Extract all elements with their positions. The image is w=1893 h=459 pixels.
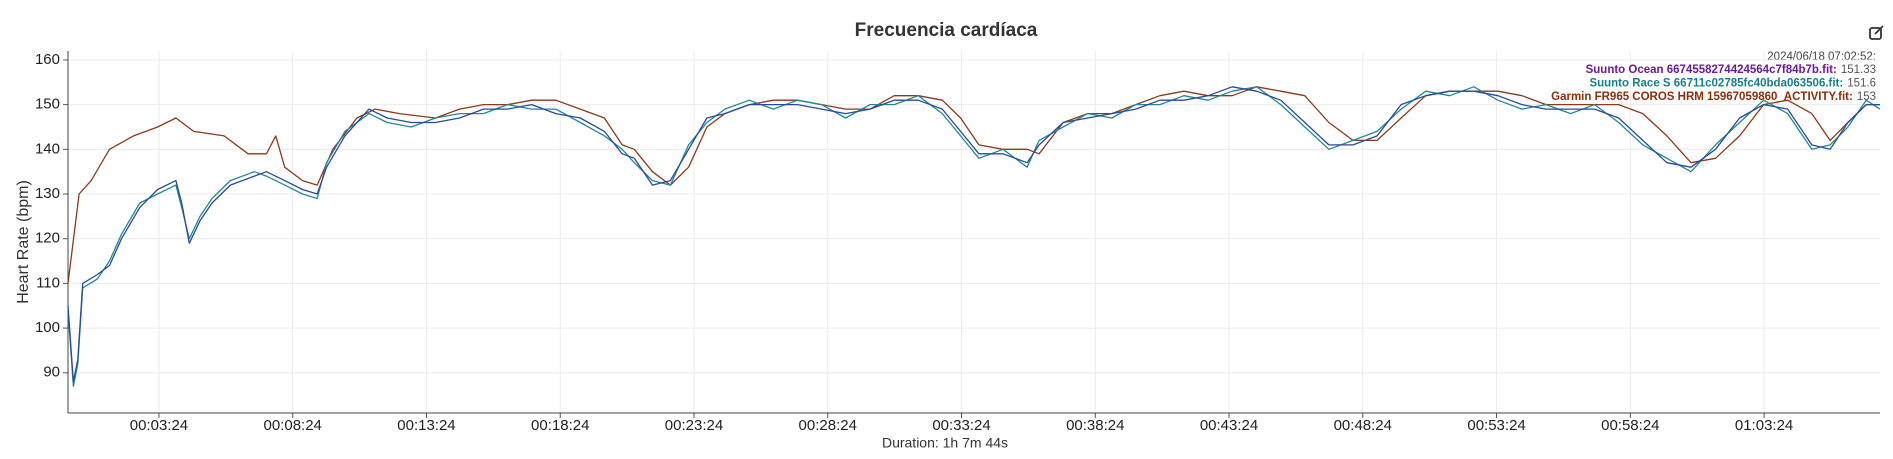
legend-name: Suunto Race S 66711c02785fc40bda063506.f…: [1589, 78, 1843, 90]
y-tick-label: 150: [35, 96, 60, 113]
x-axis-label: Duration: 1h 7m 44s: [882, 435, 1008, 451]
y-tick-label: 100: [35, 319, 60, 336]
y-tick-label: 140: [35, 140, 60, 157]
y-tick-label: 110: [36, 274, 60, 291]
x-tick-label: 00:08:24: [264, 417, 322, 434]
edit-icon-pen: [1874, 25, 1884, 35]
x-tick-label: 00:03:24: [130, 417, 188, 434]
series-line: [67, 86, 1880, 383]
y-tick-label: 130: [35, 185, 60, 202]
legend-entry: Suunto Ocean 6674558274424564c7f84b7b.fi…: [1586, 64, 1876, 76]
legend-entry: Garmin FR965 COROS HRM 15967059860_ACTIV…: [1551, 91, 1876, 103]
x-tick-label: 00:23:24: [665, 417, 723, 434]
series-line: [67, 86, 1881, 387]
y-tick-label: 160: [35, 51, 60, 68]
series-line: [67, 86, 1880, 284]
x-tick-label: 00:18:24: [531, 417, 589, 434]
y-tick-label: 120: [35, 230, 60, 247]
y-axis-label: Heart Rate (bpm): [15, 180, 32, 304]
edit-icon[interactable]: [1869, 25, 1884, 40]
x-tick-label: 00:28:24: [799, 417, 857, 434]
x-tick-label: 00:13:24: [397, 417, 455, 434]
x-tick-label: 00:58:24: [1601, 417, 1659, 434]
legend-value: 151.33: [1841, 64, 1876, 76]
x-tick-label: 01:03:24: [1735, 417, 1793, 434]
legend-name: Suunto Ocean 6674558274424564c7f84b7b.fi…: [1586, 64, 1837, 76]
x-tick-label: 00:38:24: [1066, 417, 1124, 434]
x-tick-label: 00:33:24: [932, 417, 990, 434]
x-tick-label: 00:48:24: [1334, 417, 1392, 434]
legend-entry: Suunto Race S 66711c02785fc40bda063506.f…: [1589, 78, 1876, 90]
edit-icon-box: [1869, 27, 1882, 40]
legend-value: 153: [1857, 91, 1876, 103]
chart-title: Frecuencia cardíaca: [855, 20, 1038, 41]
legend-value: 151.6: [1847, 78, 1876, 90]
x-tick-label: 00:43:24: [1200, 417, 1258, 434]
y-tick-label: 90: [43, 364, 60, 381]
legend-name: Garmin FR965 COROS HRM 15967059860_ACTIV…: [1551, 91, 1853, 103]
tooltip-time: 2024/06/18 07:02:52:: [1767, 51, 1876, 63]
x-tick-label: 00:53:24: [1467, 417, 1525, 434]
